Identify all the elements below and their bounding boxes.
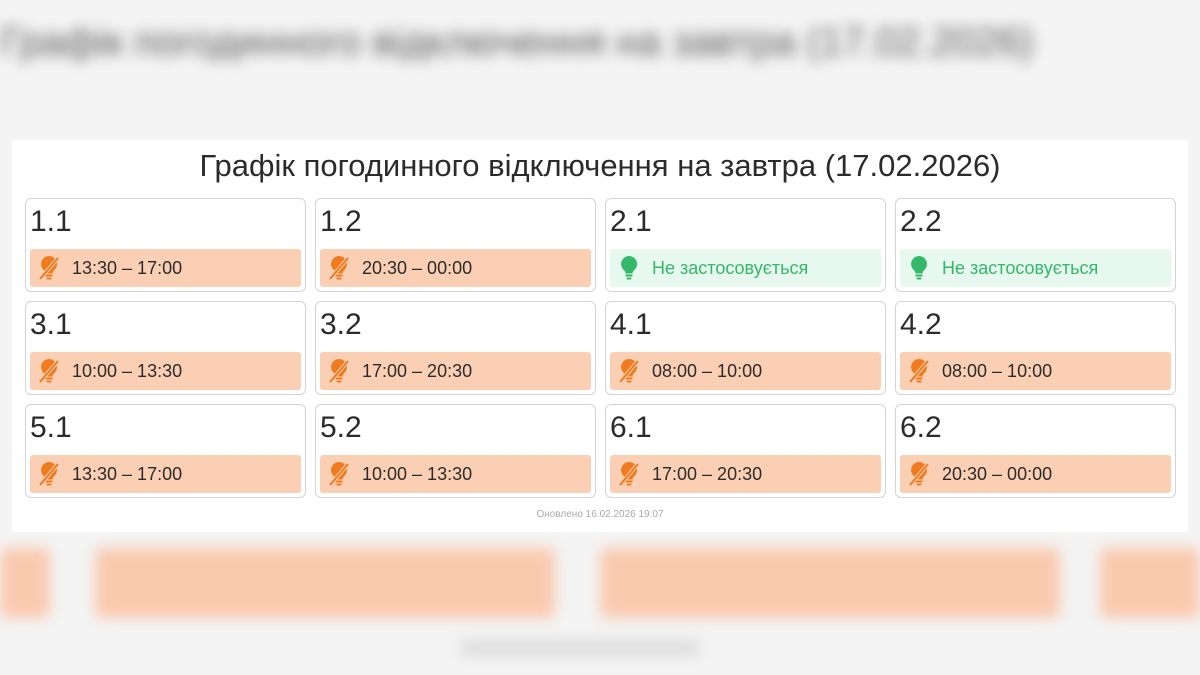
lightbulb-off-icon bbox=[618, 461, 640, 487]
no-outage-status: Не застосовується bbox=[900, 249, 1171, 287]
status-text: 13:30 – 17:00 bbox=[72, 463, 183, 484]
blurred-bar bbox=[600, 548, 1060, 618]
updated-timestamp: Оновлено 16.02.2026 19:07 bbox=[536, 509, 664, 520]
queue-number: 1.1 bbox=[30, 205, 72, 238]
outage-status: 17:00 – 20:30 bbox=[610, 455, 881, 493]
queue-card: 1.1 13:30 – 17:00 bbox=[25, 198, 306, 292]
status-text: 08:00 – 10:00 bbox=[652, 360, 763, 381]
status-text: 08:00 – 10:00 bbox=[942, 360, 1053, 381]
blurred-bar bbox=[95, 548, 555, 618]
queue-number: 5.2 bbox=[320, 411, 362, 444]
queue-card: 2.1 Не застосовується bbox=[605, 198, 886, 292]
blurred-bar bbox=[0, 548, 50, 618]
lightbulb-off-icon bbox=[38, 358, 60, 384]
queue-card: 4.2 08:00 – 10:00 bbox=[895, 301, 1176, 395]
lightbulb-icon bbox=[618, 255, 640, 281]
queue-card: 3.1 10:00 – 13:30 bbox=[25, 301, 306, 395]
blurred-title: Графік погодинного відключення на завтра… bbox=[0, 20, 1034, 64]
no-outage-status: Не застосовується bbox=[610, 249, 881, 287]
outage-status: 17:00 – 20:30 bbox=[320, 352, 591, 390]
status-text: Не застосовується bbox=[942, 257, 1099, 278]
outage-status: 20:30 – 00:00 bbox=[900, 455, 1171, 493]
queue-card: 6.1 17:00 – 20:30 bbox=[605, 404, 886, 498]
status-text: 13:30 – 17:00 bbox=[72, 257, 183, 278]
lightbulb-icon bbox=[908, 255, 930, 281]
status-text: 20:30 – 00:00 bbox=[362, 257, 473, 278]
queue-number: 3.1 bbox=[30, 308, 72, 341]
queue-number: 2.1 bbox=[610, 205, 652, 238]
queue-card: 3.2 17:00 – 20:30 bbox=[315, 301, 596, 395]
outage-status: 08:00 – 10:00 bbox=[900, 352, 1171, 390]
queue-card: 6.2 20:30 – 00:00 bbox=[895, 404, 1176, 498]
status-text: 17:00 – 20:30 bbox=[652, 463, 763, 484]
page-title: Графік погодинного відключення на завтра… bbox=[199, 148, 1001, 183]
outage-status: 10:00 – 13:30 bbox=[30, 352, 301, 390]
lightbulb-off-icon bbox=[38, 255, 60, 281]
lightbulb-off-icon bbox=[908, 461, 930, 487]
queue-number: 6.1 bbox=[610, 411, 652, 444]
outage-status: 20:30 – 00:00 bbox=[320, 249, 591, 287]
status-text: 10:00 – 13:30 bbox=[72, 360, 183, 381]
queue-card: 4.1 08:00 – 10:00 bbox=[605, 301, 886, 395]
queue-card: 5.2 10:00 – 13:30 bbox=[315, 404, 596, 498]
lightbulb-off-icon bbox=[618, 358, 640, 384]
queue-number: 1.2 bbox=[320, 205, 362, 238]
blurred-subtitle bbox=[460, 640, 700, 656]
queue-grid: 1.1 13:30 – 17:00 1.2 20:30 – 00:00 2.1 … bbox=[25, 198, 1176, 498]
queue-number: 4.1 bbox=[610, 308, 652, 341]
lightbulb-off-icon bbox=[328, 358, 350, 384]
queue-number: 4.2 bbox=[900, 308, 942, 341]
lightbulb-off-icon bbox=[38, 461, 60, 487]
lightbulb-off-icon bbox=[908, 358, 930, 384]
status-text: 10:00 – 13:30 bbox=[362, 463, 473, 484]
queue-number: 6.2 bbox=[900, 411, 942, 444]
outage-status: 08:00 – 10:00 bbox=[610, 352, 881, 390]
outage-status: 13:30 – 17:00 bbox=[30, 249, 301, 287]
status-text: 20:30 – 00:00 bbox=[942, 463, 1053, 484]
queue-card: 1.2 20:30 – 00:00 bbox=[315, 198, 596, 292]
status-text: 17:00 – 20:30 bbox=[362, 360, 473, 381]
status-text: Не застосовується bbox=[652, 257, 809, 278]
lightbulb-off-icon bbox=[328, 461, 350, 487]
outage-status: 10:00 – 13:30 bbox=[320, 455, 591, 493]
outage-status: 13:30 – 17:00 bbox=[30, 455, 301, 493]
blurred-bar bbox=[1100, 548, 1200, 618]
queue-number: 5.1 bbox=[30, 411, 72, 444]
lightbulb-off-icon bbox=[328, 255, 350, 281]
queue-number: 3.2 bbox=[320, 308, 362, 341]
queue-number: 2.2 bbox=[900, 205, 942, 238]
queue-card: 2.2 Не застосовується bbox=[895, 198, 1176, 292]
queue-card: 5.1 13:30 – 17:00 bbox=[25, 404, 306, 498]
